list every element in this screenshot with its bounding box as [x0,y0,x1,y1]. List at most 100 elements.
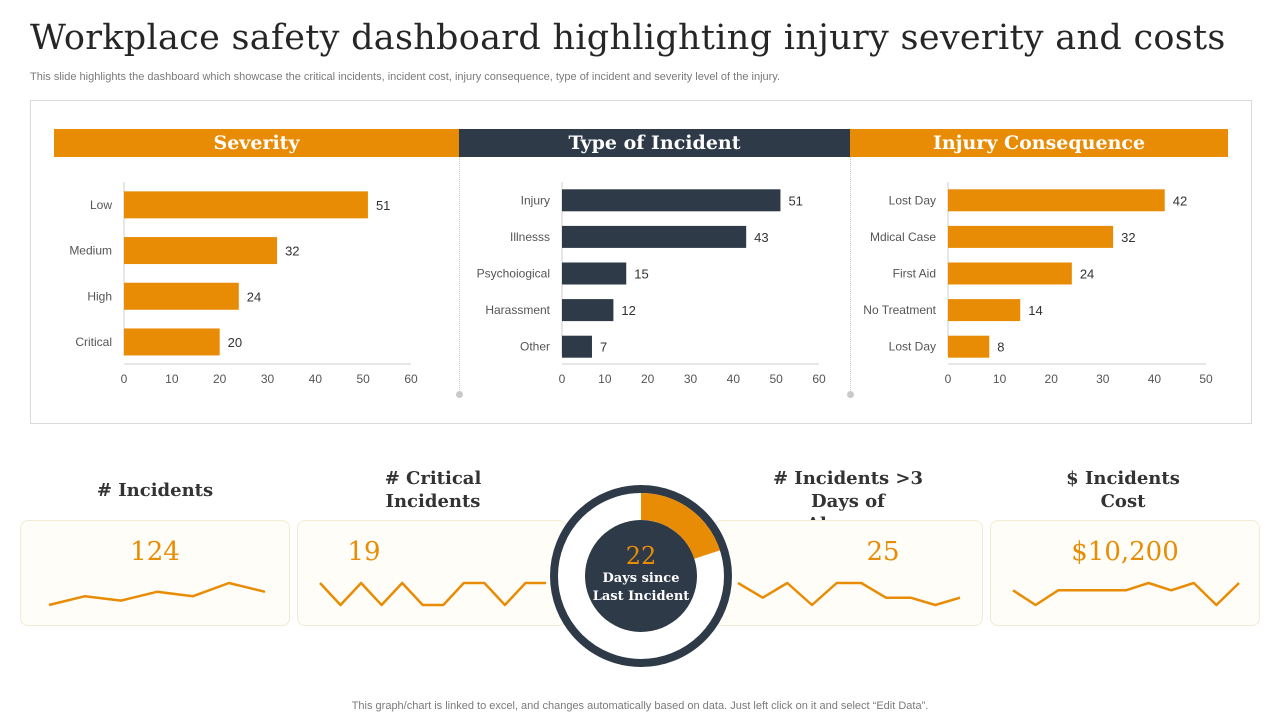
x-tick-label: 20 [1045,372,1059,386]
donut-label-line: Last Incident [593,589,690,604]
x-tick-label: 30 [1096,372,1110,386]
data-label: 32 [1121,230,1135,245]
bar [948,225,1114,248]
category-label: Illnesss [510,230,550,244]
bar [124,328,220,356]
x-tick-label: 0 [121,372,128,386]
x-tick-label: 40 [1148,372,1162,386]
kpi-incidents-cost-value: $10,200 [1071,537,1179,567]
data-label: 24 [247,289,261,304]
injury-consequence-header: Injury Consequence [850,129,1228,157]
category-label: Medium [69,244,112,258]
donut-progress-arc [641,493,720,559]
bar [562,335,592,358]
category-label: Mdical Case [870,230,936,244]
severity-header: Severity [54,129,459,157]
bar [948,189,1165,212]
sparkline-path [1012,581,1240,607]
injury-consequence-chart: Lost Day 42 Mdical Case 32 First Aid 24 No Tre… [863,182,1213,386]
x-tick-label: 30 [261,372,275,386]
bar [124,191,368,219]
page-subtitle: This slide highlights the dashboard whic… [30,71,781,83]
sparkline-path [319,581,546,607]
days-since-incident-donut: 22 Days since Last Incident [550,485,732,667]
sparkline-path [48,581,266,607]
data-label: 20 [228,335,242,350]
bar [562,262,627,285]
x-tick-label: 60 [404,372,418,386]
bar [562,299,614,322]
bar [562,189,781,212]
x-tick-label: 40 [727,372,741,386]
x-tick-label: 60 [812,372,826,386]
donut-label-line: Days since [603,571,680,586]
kpi-card-incidents-cost: $10,200 [990,520,1260,626]
kpi-card-critical-incidents: 19 [297,520,567,626]
bar [948,262,1072,285]
data-label: 51 [788,193,802,208]
x-tick-label: 30 [684,372,698,386]
severity-chart: Low 51 Medium 32 High 24 Critical 20 0 10 20 30 40 50… [69,182,418,386]
data-label: 42 [1173,193,1187,208]
bar [124,237,278,265]
donut-outer-ring [550,485,732,667]
data-label: 14 [1028,303,1042,318]
bar [562,225,747,248]
data-label: 15 [634,267,648,282]
category-label: Other [520,340,550,354]
donut-value: 22 [626,542,657,570]
kpi-absence-incidents-value: 25 [866,537,900,567]
x-tick-label: 50 [1199,372,1213,386]
donut-center [585,520,697,632]
chart-divider [850,157,851,394]
bar [124,282,239,310]
category-label: Lost Day [889,340,936,354]
x-tick-label: 20 [213,372,227,386]
critical-incidents-sparkline [319,581,546,607]
data-label: 7 [600,340,607,355]
data-label: 12 [621,303,635,318]
category-label: No Treatment [863,303,936,317]
type-of-incident-header: Type of Incident [459,129,850,157]
category-label: High [87,289,112,303]
absence-incidents-sparkline [737,581,961,607]
kpi-incidents-label: # Incidents [96,480,214,501]
type-of-incident-chart: Injury 51 Illnesss 43 Psychoiogical 15 Harassm… [477,182,826,386]
kpi-critical-incidents-value: 19 [347,537,381,567]
category-label: Low [90,198,112,212]
category-label: Harassment [485,303,550,317]
data-label: 24 [1080,267,1094,282]
bar [948,335,990,358]
data-label: 43 [754,230,768,245]
x-tick-label: 10 [165,372,179,386]
x-tick-label: 50 [769,372,783,386]
x-tick-label: 50 [356,372,370,386]
footer-note: This graph/chart is linked to excel, and… [351,700,929,712]
charts-panel [30,100,1252,424]
category-label: Critical [75,335,112,349]
kpi-incidents-value: 124 [130,537,180,567]
kpi-critical-incidents-label: # Critical Incidents [384,468,482,512]
sparkline-path [737,581,961,607]
data-label: 32 [285,244,299,259]
x-tick-label: 0 [559,372,566,386]
bar [948,299,1021,322]
x-tick-label: 10 [993,372,1007,386]
chart-divider-dot [847,391,854,398]
x-tick-label: 40 [309,372,323,386]
kpi-card-absence-incidents: 25 [713,520,983,626]
chart-divider-dot [456,391,463,398]
x-tick-label: 10 [598,372,612,386]
kpi-card-incidents: 124 [20,520,290,626]
incidents-cost-sparkline [1012,581,1240,607]
category-label: Psychoiogical [477,267,550,281]
category-label: First Aid [893,267,936,281]
chart-divider [459,157,460,394]
x-tick-label: 20 [641,372,655,386]
data-label: 51 [376,198,390,213]
x-tick-label: 0 [945,372,952,386]
category-label: Lost Day [889,193,936,207]
category-label: Injury [521,193,550,207]
data-label: 8 [997,340,1004,355]
page-title: Workplace safety dashboard highlighting … [30,18,1226,58]
